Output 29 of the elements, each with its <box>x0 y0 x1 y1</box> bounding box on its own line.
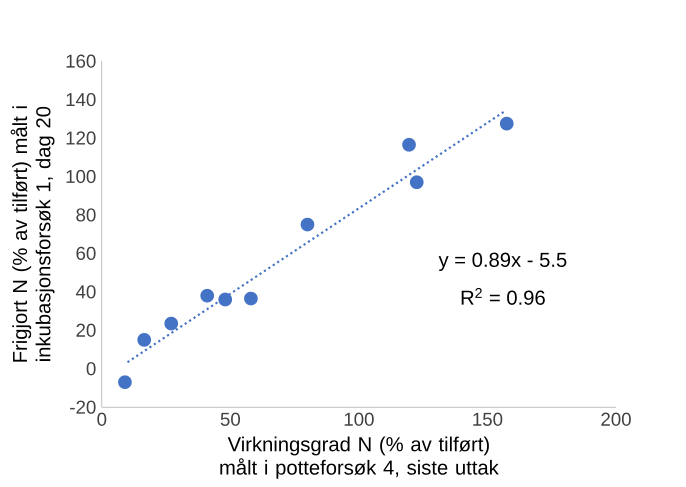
y-tick-label: 160 <box>66 54 96 68</box>
annotation: R$^{2}$ = 0.96 <box>462 288 545 305</box>
point <box>200 288 214 303</box>
y-tick-label: 100 <box>66 170 96 184</box>
point <box>300 218 314 232</box>
y-tick-label: 0 <box>86 362 96 376</box>
point <box>164 316 178 330</box>
point <box>244 292 258 306</box>
point <box>118 375 132 390</box>
point <box>218 292 232 306</box>
point <box>500 116 514 131</box>
y-tick-label: 120 <box>66 132 96 145</box>
y-tick-label: 140 <box>66 93 96 106</box>
y-axis-title: Frigjort N (% av tilført) målt i inkubasjonsforsøk 1, dag 20 <box>10 106 54 362</box>
y-tick-label: 20 <box>76 324 96 337</box>
y-tick-label: -20 <box>70 400 96 414</box>
x-tick-label: 100 <box>344 412 374 426</box>
y-tick-label: 60 <box>76 246 96 260</box>
x-tick-label: 0 <box>97 412 106 426</box>
y-tick-label: 80 <box>76 208 96 222</box>
point <box>410 175 424 190</box>
x-tick-label: 200 <box>601 412 631 426</box>
point <box>137 333 152 347</box>
x-axis-title: Virkningsgrad N (% av tilført) målt i potteforsøk 4, siste uttak <box>220 436 499 479</box>
y-tick-label: 40 <box>76 285 96 298</box>
annotation: y = 0.89x - 5.5 <box>438 252 566 272</box>
x-tick-label: 50 <box>220 412 240 426</box>
x-tick-label: 150 <box>473 412 502 426</box>
point <box>402 138 416 152</box>
